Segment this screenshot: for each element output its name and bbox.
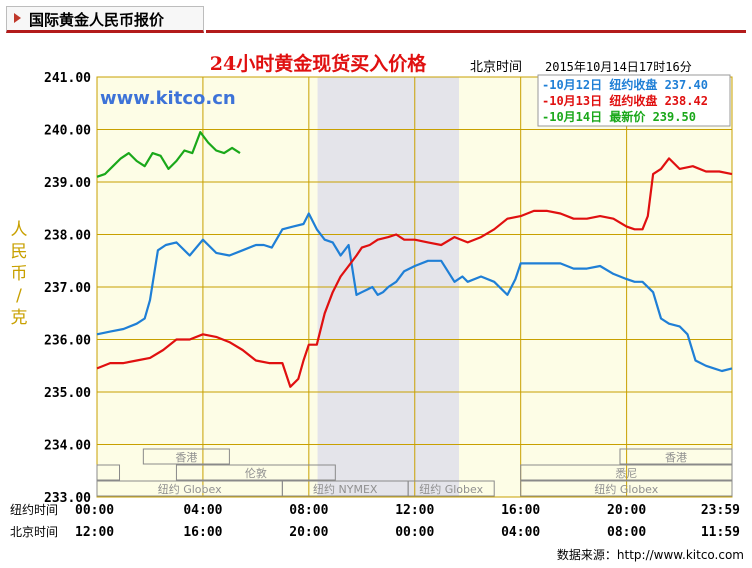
session-box — [619, 448, 733, 465]
x-tick-label-ny: 12:00 — [395, 503, 434, 518]
chart-title: 24小时黄金现货买入价格 — [210, 52, 427, 75]
watermark: www.kitco.cn — [100, 88, 236, 109]
x-tick-label-ny: 00:00 — [75, 503, 114, 518]
legend-entry: -10月12日 纽约收盘 237.40 — [542, 77, 708, 92]
x-tick-label-ny: 20:00 — [607, 503, 646, 518]
y-tick-label: 233.00 — [44, 491, 91, 506]
x-row-label-ny: 纽约时间 — [10, 502, 58, 517]
x-tick-label-bj: 00:00 — [395, 525, 434, 540]
x-tick-label-ny: 16:00 — [501, 503, 540, 518]
header-underline — [206, 30, 746, 33]
y-tick-label: 239.00 — [44, 176, 91, 191]
data-source: 数据来源：http://www.kitco.com — [556, 548, 744, 562]
timestamp-label: 北京时间 — [470, 60, 522, 75]
x-tick-label-bj: 04:00 — [501, 525, 540, 540]
legend-entry: -10月13日 纽约收盘 238.42 — [542, 93, 708, 108]
session-label: 伦敦 — [245, 466, 267, 480]
y-tick-label: 240.00 — [44, 124, 91, 139]
session-label: 纽约 Globex — [158, 482, 222, 496]
session-box — [175, 464, 336, 481]
series-line-10月14日 — [96, 131, 241, 178]
x-tick-label-ny: 04:00 — [183, 503, 222, 518]
x-tick-label-bj: 08:00 — [607, 525, 646, 540]
y-axis-label-char: 克 — [11, 308, 28, 328]
x-tick-label-ny: 08:00 — [289, 503, 328, 518]
y-tick-label: 235.00 — [44, 386, 91, 401]
y-axis-label-char: 人 — [11, 220, 28, 240]
session-label: 悉尼 — [615, 467, 637, 480]
y-tick-label: 236.00 — [44, 334, 91, 349]
page-header: 国际黄金人民币报价 — [6, 4, 746, 34]
y-axis-label-char: 币 — [11, 264, 28, 284]
series-line-10月13日 — [96, 157, 733, 388]
y-tick-label: 234.00 — [44, 439, 91, 454]
x-tick-label-bj: 20:00 — [289, 525, 328, 540]
session-box — [520, 464, 733, 481]
y-axis-label-char: / — [16, 286, 22, 306]
header-title: 国际黄金人民币报价 — [29, 11, 165, 29]
x-tick-label-ny: 23:59 — [701, 503, 740, 518]
timestamp-value: 2015年10月14日17时16分 — [545, 60, 692, 74]
session-label: 纽约 Globex — [594, 482, 658, 496]
legend-entry: -10月14日 最新价 239.50 — [542, 109, 696, 124]
session-box — [96, 464, 121, 481]
x-tick-label-bj: 12:00 — [75, 525, 114, 540]
y-axis-label-char: 民 — [11, 242, 28, 262]
y-tick-label: 238.00 — [44, 229, 91, 244]
series-line-10月12日 — [96, 212, 733, 373]
session-box — [407, 480, 495, 497]
x-tick-label-bj: 11:59 — [701, 525, 740, 540]
session-label: 香港 — [175, 451, 197, 464]
legend-box — [537, 74, 731, 127]
session-label: 纽约 Globex — [419, 482, 483, 496]
session-label: 纽约 NYMEX — [313, 482, 378, 496]
x-tick-label-bj: 16:00 — [183, 525, 222, 540]
x-row-label-bj: 北京时间 — [10, 525, 58, 539]
plot-border — [96, 76, 733, 498]
session-label: 香港 — [665, 451, 687, 464]
arrow-right-icon — [14, 13, 21, 23]
session-box — [520, 480, 733, 497]
header-tab[interactable]: 国际黄金人民币报价 — [6, 6, 204, 33]
y-tick-label: 237.00 — [44, 281, 91, 296]
session-box — [142, 448, 230, 465]
y-tick-label: 241.00 — [44, 71, 91, 86]
